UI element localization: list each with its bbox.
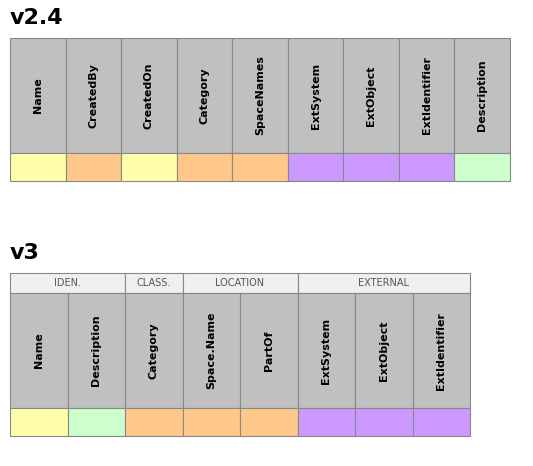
Text: v3: v3 <box>10 243 40 263</box>
Text: PartOf: PartOf <box>264 330 274 371</box>
Text: ExtObject: ExtObject <box>366 65 376 126</box>
Text: ExtSystem: ExtSystem <box>311 62 320 129</box>
Bar <box>297 273 470 293</box>
Text: IDEN.: IDEN. <box>54 278 81 288</box>
Text: ExtIdentifier: ExtIdentifier <box>436 311 446 390</box>
Text: CreatedOn: CreatedOn <box>144 62 154 129</box>
Text: Description: Description <box>91 315 101 386</box>
Bar <box>176 153 232 181</box>
Bar <box>10 408 68 436</box>
Bar <box>355 293 413 408</box>
Text: Description: Description <box>477 60 487 131</box>
Text: Space.Name: Space.Name <box>206 312 216 389</box>
Bar <box>413 408 470 436</box>
Bar <box>455 38 510 153</box>
Text: ExtIdentifier: ExtIdentifier <box>422 56 432 135</box>
Bar <box>343 153 399 181</box>
Bar <box>68 408 125 436</box>
Text: CreatedBy: CreatedBy <box>88 63 98 128</box>
Bar <box>413 293 470 408</box>
Text: CLASS.: CLASS. <box>136 278 171 288</box>
Text: SpaceNames: SpaceNames <box>255 55 265 136</box>
Bar <box>10 153 66 181</box>
Text: LOCATION: LOCATION <box>215 278 264 288</box>
Bar <box>125 293 182 408</box>
Bar <box>182 273 297 293</box>
Bar <box>455 153 510 181</box>
Text: v2.4: v2.4 <box>10 8 63 28</box>
Text: Category: Category <box>149 322 159 379</box>
Bar <box>182 408 240 436</box>
Text: EXTERNAL: EXTERNAL <box>358 278 409 288</box>
Bar <box>10 38 66 153</box>
Bar <box>125 408 182 436</box>
Bar <box>240 408 297 436</box>
Bar <box>125 273 182 293</box>
Bar <box>10 293 68 408</box>
Text: Name: Name <box>33 78 43 113</box>
Bar <box>288 38 343 153</box>
Bar <box>232 153 288 181</box>
Bar <box>288 153 343 181</box>
Bar <box>176 38 232 153</box>
Bar <box>10 273 125 293</box>
Bar <box>232 38 288 153</box>
Bar <box>182 293 240 408</box>
Bar <box>399 153 455 181</box>
Text: ExtSystem: ExtSystem <box>321 317 331 384</box>
Bar <box>66 38 121 153</box>
Bar <box>399 38 455 153</box>
Bar <box>297 293 355 408</box>
Text: Name: Name <box>34 333 44 369</box>
Bar <box>121 38 176 153</box>
Text: ExtObject: ExtObject <box>379 320 389 381</box>
Bar <box>68 293 125 408</box>
Bar <box>121 153 176 181</box>
Bar <box>297 408 355 436</box>
Bar <box>343 38 399 153</box>
Text: Category: Category <box>199 67 209 124</box>
Bar <box>66 153 121 181</box>
Bar <box>240 293 297 408</box>
Bar <box>355 408 413 436</box>
